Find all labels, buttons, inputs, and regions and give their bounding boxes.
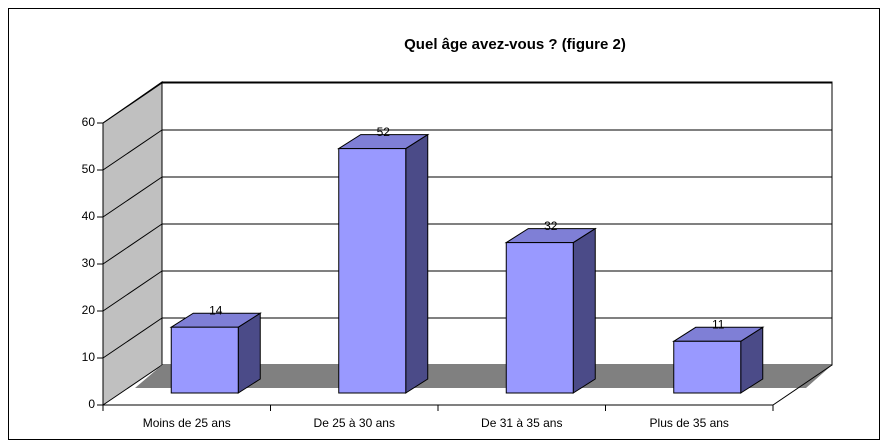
value-label: 14: [209, 303, 223, 317]
floor: [135, 365, 832, 388]
bar: [169, 312, 262, 394]
bar-front: [673, 340, 742, 394]
grid-line: [102, 223, 163, 265]
y-tick-label: 30: [82, 256, 96, 270]
x-tick-label: Plus de 35 ans: [650, 416, 729, 430]
chart-title: Quel âge avez-vous ? (figure 2): [404, 36, 626, 53]
y-tick-label: 20: [82, 303, 96, 317]
bar: [504, 227, 597, 394]
grid: 0 10 20 30 40 50 60 Moins de 25 ans De 25 à 30 a…: [82, 82, 832, 430]
grid-line: [102, 317, 163, 359]
y-tick-label: 0: [88, 397, 95, 411]
grid-line: [102, 129, 163, 171]
x-tick-label: Moins de 25 ans: [143, 416, 231, 430]
value-label: 11: [712, 317, 725, 331]
x-tick-label: De 31 à 35 ans: [481, 416, 562, 430]
bar-front: [338, 148, 407, 394]
grid-line: [102, 176, 163, 218]
bar-front: [170, 326, 239, 394]
y-tick-label: 60: [82, 115, 96, 129]
bar-side: [405, 133, 429, 394]
y-tick-label: 50: [82, 162, 96, 176]
value-label: 32: [544, 219, 558, 233]
y-tick-label: 40: [82, 209, 96, 223]
y-tick-label: 10: [82, 350, 96, 364]
x-tick-label: De 25 à 30 ans: [314, 416, 395, 430]
bar: [337, 133, 430, 394]
grid-line: [102, 270, 163, 312]
bar-side: [572, 227, 596, 394]
bar-front: [505, 242, 574, 394]
value-label: 52: [377, 125, 391, 139]
bar: [672, 326, 765, 394]
grid-line: [102, 82, 163, 124]
bars: 14 52 32 11: [169, 125, 765, 394]
